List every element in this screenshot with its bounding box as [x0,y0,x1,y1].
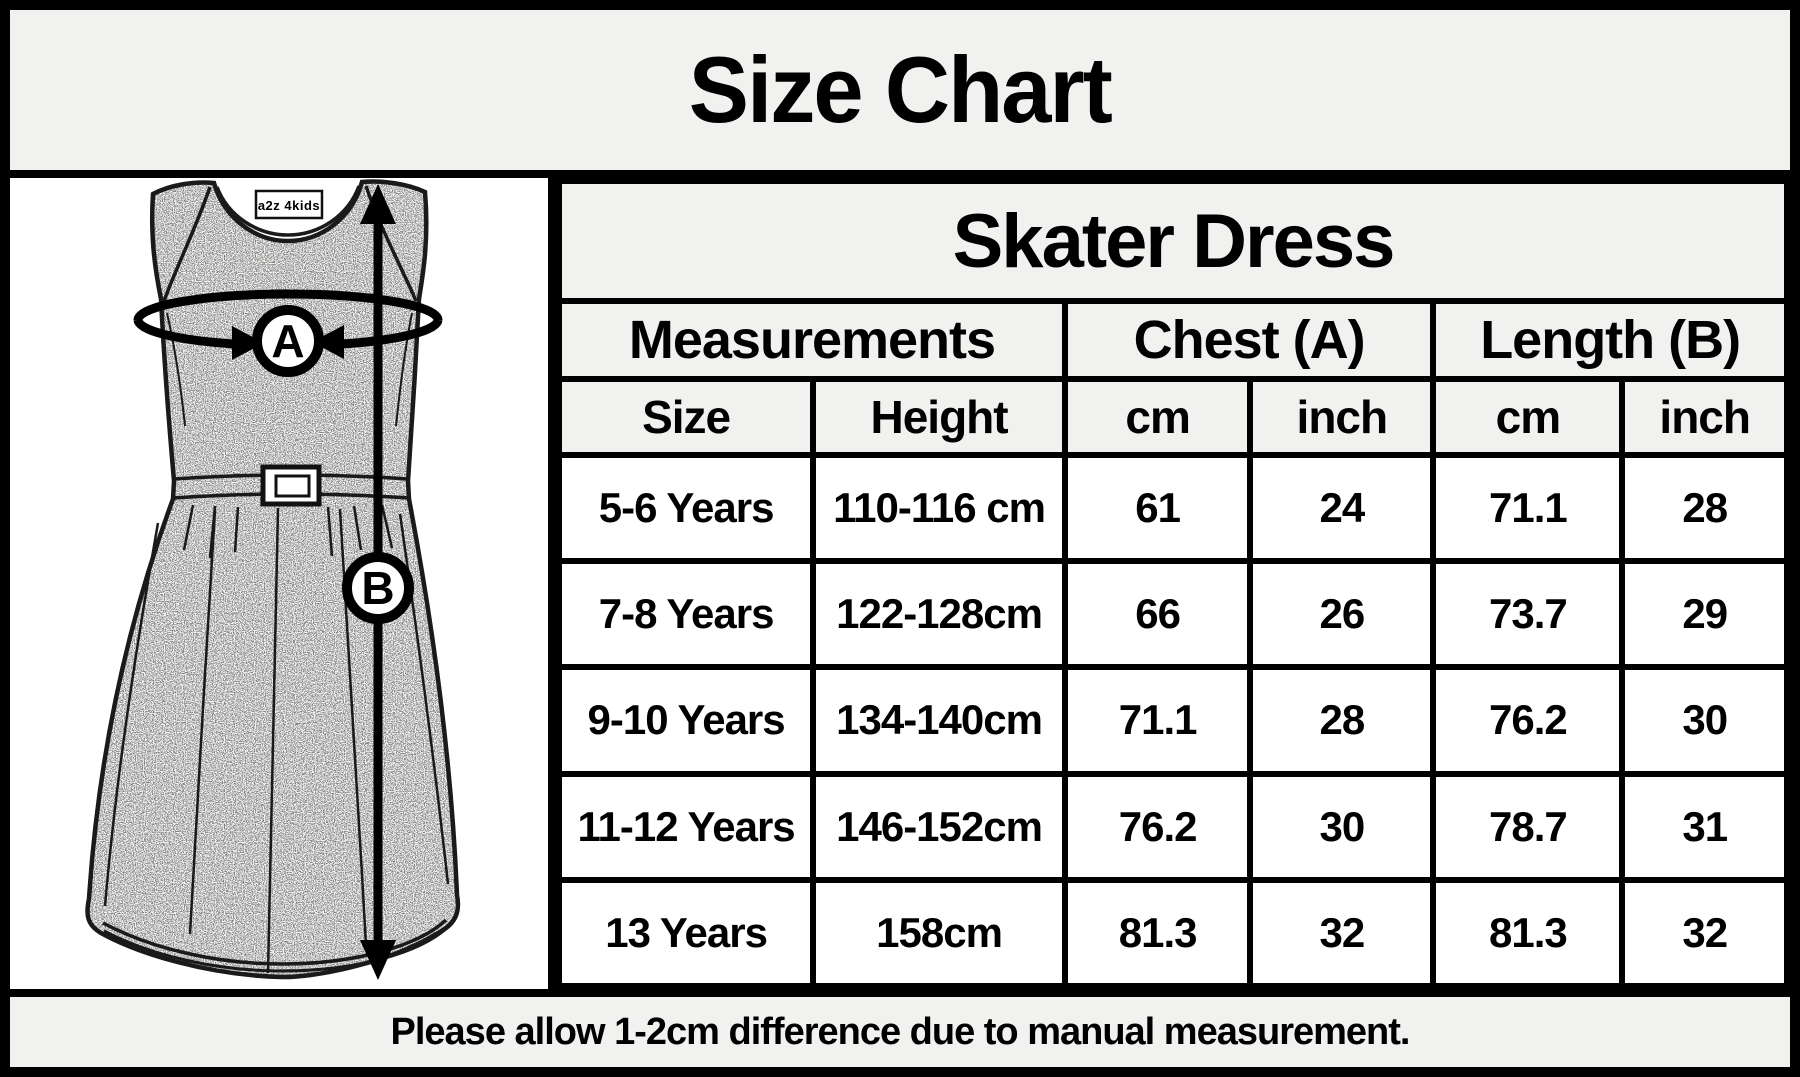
group-header-measurements: Measurements [556,298,1068,382]
arrow-down-icon [360,940,396,980]
height-cell: 134-140cm [810,664,1068,777]
arrow-right-icon [232,326,264,360]
length-marker: B [342,552,414,624]
length-inch-cell: 28 [1619,451,1790,565]
length-inch-cell: 30 [1619,664,1790,777]
chest-cm-cell: 71.1 [1061,664,1254,777]
neck-tag: a2z 4kids [254,189,324,220]
size-cell: 13 Years [555,876,817,990]
belt [172,464,410,507]
chest-inch-cell: 26 [1247,558,1437,671]
chest-cm-cell: 76.2 [1061,770,1254,883]
chest-marker: A [252,305,324,377]
table-row: 9-10 Years 134-140cm 71.1 28 76.2 30 [555,664,1790,777]
table-row: 7-8 Years 122-128cm 66 26 73.7 29 [555,558,1790,671]
product-name: Skater Dress [556,178,1790,304]
chest-cm-cell: 61 [1061,451,1254,565]
neck-tag-label: a2z 4kids [258,198,320,213]
length-label: B [361,562,394,614]
size-cell: 7-8 Years [555,558,817,671]
col-header-length-cm: cm [1430,376,1626,458]
length-inch-cell: 32 [1619,876,1790,990]
chest-inch-cell: 32 [1247,876,1437,990]
chest-cm-cell: 66 [1061,558,1254,671]
dress-illustration: a2z 4kids [10,178,548,989]
col-header-size: Size [555,376,817,458]
page-title: Size Chart [688,37,1113,142]
skirt-folds [103,507,450,974]
group-header-row: Measurements Chest (A) Length (B) [556,298,1790,382]
length-inch-cell: 31 [1619,770,1790,883]
size-table-panel: Skater Dress Measurements Chest (A) Leng… [555,178,1790,990]
arrow-up-icon [360,184,396,224]
col-header-height: Height [810,376,1068,458]
group-header-length: Length (B) [1430,298,1790,382]
height-cell: 122-128cm [810,558,1068,671]
footer-note: Please allow 1-2cm difference due to man… [390,1010,1411,1053]
table-row: 11-12 Years 146-152cm 76.2 30 78.7 31 [555,770,1790,883]
size-cell: 5-6 Years [555,451,817,565]
length-cm-cell: 71.1 [1430,451,1626,565]
chest-inch-cell: 24 [1247,451,1437,565]
size-cell: 9-10 Years [555,664,817,777]
length-cm-cell: 81.3 [1430,876,1626,990]
title-band: Size Chart [10,10,1790,178]
height-cell: 146-152cm [810,770,1068,883]
footer-band: Please allow 1-2cm difference due to man… [10,997,1790,1067]
chest-label: A [271,315,304,367]
dress-sketch: a2z 4kids [10,178,548,989]
chest-cm-cell: 81.3 [1061,876,1254,990]
chest-measure-annotation: A [133,289,443,377]
column-header-row: Size Height cm inch cm inch [555,376,1790,458]
table-row: 13 Years 158cm 81.3 32 81.3 32 [555,876,1790,990]
height-cell: 158cm [810,876,1068,990]
col-header-chest-cm: cm [1061,376,1254,458]
length-cm-cell: 76.2 [1430,664,1626,777]
table-title-row: Skater Dress [556,178,1790,304]
main-content: a2z 4kids [10,178,1790,997]
table-row: 5-6 Years 110-116 cm 61 24 71.1 28 [555,451,1790,565]
length-inch-cell: 29 [1619,558,1790,671]
arrow-left-icon [312,325,344,359]
col-header-length-inch: inch [1619,376,1790,458]
length-cm-cell: 78.7 [1430,770,1626,883]
dress-diagram-panel: a2z 4kids [10,178,556,989]
length-cm-cell: 73.7 [1430,558,1626,671]
chest-inch-cell: 28 [1247,664,1437,777]
height-cell: 110-116 cm [810,451,1068,565]
chest-inch-cell: 30 [1247,770,1437,883]
size-cell: 11-12 Years [555,770,817,883]
group-header-chest: Chest (A) [1061,298,1437,382]
length-measure-annotation: B [342,184,414,980]
size-table: Skater Dress Measurements Chest (A) Leng… [555,178,1790,990]
col-header-chest-inch: inch [1247,376,1437,458]
